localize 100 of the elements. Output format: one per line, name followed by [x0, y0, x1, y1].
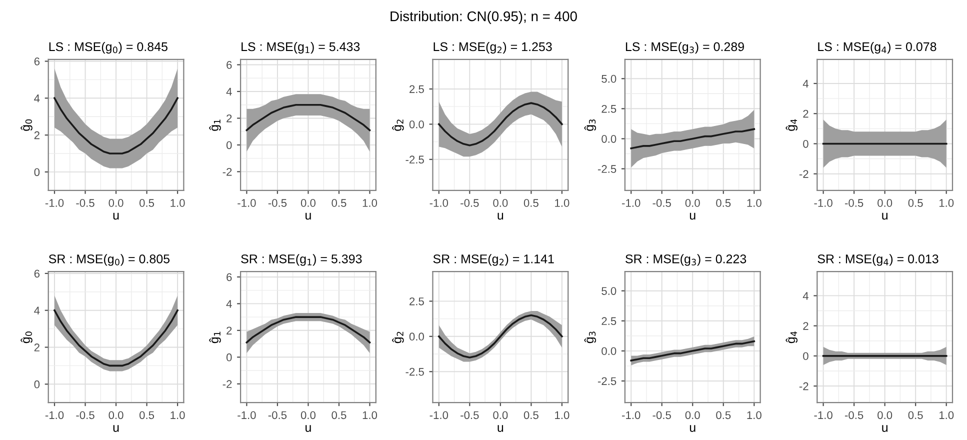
x-tick-label: 0.0 — [685, 199, 700, 207]
y-tick-label: 4 — [34, 306, 40, 314]
y-axis-title: ĝ$_{4}$ — [786, 331, 798, 344]
y-tick-label: -2 — [799, 170, 808, 178]
x-tick-label: 0.0 — [300, 199, 316, 207]
line-series — [438, 102, 563, 146]
x-tick-label: 0.0 — [878, 411, 892, 420]
x-axis-title: u — [498, 425, 504, 432]
x-tick-label: 0.0 — [493, 411, 508, 420]
x-axis-title: u — [882, 212, 888, 220]
x-tick-label: -1.0 — [622, 199, 640, 207]
x-axis-title: u — [113, 425, 119, 432]
y-tick-label: -2.5 — [598, 377, 616, 386]
chart-title: LS : MSE(g$_{2}$) = 1.253 — [434, 42, 552, 54]
y-axis-title: ĝ$_{4}$ — [786, 119, 798, 131]
x-tick-label: 0.0 — [108, 411, 124, 420]
y-axis-title: ĝ$_{3}$ — [584, 332, 596, 344]
x-axis-title: u — [690, 425, 696, 432]
x-tick-label: -1.0 — [45, 411, 64, 420]
x-tick-label: 0.0 — [300, 411, 316, 420]
x-tick-label: 0.5 — [332, 199, 346, 207]
y-tick-label: 2.5 — [602, 317, 616, 326]
y-tick-label: 0.0 — [409, 332, 424, 341]
x-tick-label: -0.5 — [268, 411, 287, 420]
x-tick-label: 1.0 — [747, 411, 762, 420]
x-tick-label: -0.5 — [268, 199, 287, 207]
y-tick-label: 0 — [226, 141, 232, 150]
x-tick-label: -0.5 — [652, 199, 671, 207]
y-tick-label: 0.0 — [409, 120, 424, 128]
y-tick-label: 4 — [226, 300, 232, 308]
y-tick-label: -2 — [799, 382, 808, 390]
x-tick-label: 0.5 — [908, 199, 923, 207]
x-tick-label: -0.5 — [844, 199, 864, 207]
y-tick-label: 2.5 — [410, 297, 424, 306]
x-tick-label: -1.0 — [622, 411, 640, 420]
y-tick-label: 2 — [803, 322, 808, 330]
y-tick-label: 2 — [34, 131, 40, 140]
x-tick-label: 0.5 — [716, 411, 731, 420]
y-axis-title: ĝ$_{0}$ — [20, 119, 32, 131]
x-tick-label: 1.0 — [555, 199, 570, 207]
y-tick-label: 2 — [34, 344, 40, 352]
x-tick-label: -1.0 — [238, 199, 256, 207]
x-tick-label: -1.0 — [238, 411, 256, 420]
x-tick-label: 1.0 — [747, 199, 762, 207]
x-tick-label: -0.5 — [76, 411, 94, 420]
y-tick-label: 6 — [226, 61, 232, 69]
chart-title: SR : MSE(g$_{0}$) = 0.805 — [48, 254, 170, 266]
x-tick-label: 0.5 — [140, 199, 154, 207]
x-tick-label: 1.0 — [939, 199, 954, 207]
x-tick-label: -0.5 — [76, 199, 94, 207]
y-tick-label: 4 — [802, 292, 808, 300]
chart-title: SR : MSE(g$_{1}$) = 5.393 — [241, 254, 362, 266]
x-tick-label: -1.0 — [814, 199, 832, 207]
chart-title: LS : MSE(g$_{0}$) = 0.845 — [49, 42, 168, 54]
line-series — [630, 128, 756, 150]
y-tick-label: 0 — [226, 353, 232, 362]
x-tick-label: -1.0 — [814, 411, 832, 420]
y-axis-title: ĝ$_{1}$ — [209, 120, 221, 131]
x-axis-title: u — [306, 212, 311, 220]
y-tick-label: 5.0 — [602, 287, 616, 295]
y-tick-label: 6 — [226, 273, 232, 282]
y-tick-label: 0.0 — [602, 347, 616, 356]
x-tick-label: 0.0 — [878, 199, 892, 207]
y-tick-label: 4 — [226, 88, 232, 96]
x-tick-label: 0.5 — [524, 199, 538, 207]
x-tick-label: -0.5 — [460, 411, 479, 420]
y-tick-label: -2.5 — [406, 156, 424, 164]
y-tick-label: 2 — [803, 110, 808, 118]
x-axis-title: u — [113, 212, 119, 220]
x-axis-title: u — [690, 212, 696, 220]
x-tick-label: -1.0 — [430, 199, 448, 207]
line-series — [630, 340, 756, 362]
text: Distribution: CN(0.95); n = 400 — [390, 11, 577, 24]
x-tick-label: 1.0 — [555, 411, 570, 420]
line-series — [246, 104, 371, 132]
y-tick-label: 2.5 — [410, 85, 424, 94]
line-series — [246, 316, 371, 344]
x-tick-label: -0.5 — [460, 199, 479, 207]
x-tick-label: 1.0 — [939, 411, 954, 420]
x-tick-label: 1.0 — [362, 199, 378, 207]
chart-title: SR : MSE(g$_{4}$) = 0.013 — [818, 254, 938, 266]
x-tick-label: 1.0 — [170, 199, 185, 207]
y-tick-label: 0 — [803, 140, 808, 148]
x-tick-label: -1.0 — [430, 411, 448, 420]
y-tick-label: 4 — [34, 94, 40, 102]
y-tick-label: 2 — [226, 326, 232, 334]
x-tick-label: 0.5 — [524, 411, 538, 420]
y-tick-label: -2 — [222, 168, 232, 176]
y-tick-label: 5.0 — [602, 74, 616, 83]
y-tick-label: -2 — [222, 380, 232, 388]
x-axis-title: u — [306, 425, 311, 432]
x-tick-label: 0.0 — [493, 199, 508, 207]
chart-title: LS : MSE(g$_{1}$) = 5.433 — [242, 42, 360, 54]
x-tick-label: 1.0 — [170, 411, 185, 420]
x-tick-label: -1.0 — [45, 199, 64, 207]
chart-title: LS : MSE(g$_{4}$) = 0.078 — [818, 42, 936, 54]
x-tick-label: 0.0 — [685, 411, 700, 420]
y-axis-title: ĝ$_{0}$ — [20, 332, 32, 344]
chart-title: SR : MSE(g$_{3}$) = 0.223 — [626, 254, 746, 266]
line-series — [54, 97, 178, 154]
